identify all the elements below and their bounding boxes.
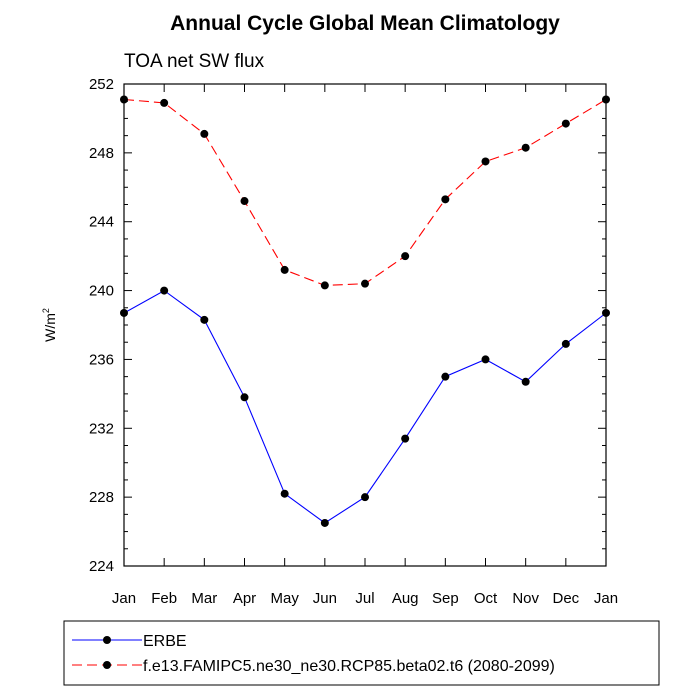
legend-label: f.e13.FAMIPC5.ne30_ne30.RCP85.beta02.t6 … xyxy=(143,658,555,675)
x-tick-label: Jul xyxy=(355,590,374,607)
x-tick-label: Apr xyxy=(233,590,256,607)
data-point xyxy=(521,377,530,386)
series-line xyxy=(123,289,607,524)
legend-marker xyxy=(103,636,111,644)
svg-text:W/m2: W/m2 xyxy=(41,308,58,342)
y-tick-label: 236 xyxy=(89,351,114,368)
series-model xyxy=(120,95,610,290)
data-point xyxy=(481,157,490,166)
chart-title: Annual Cycle Global Mean Climatology xyxy=(170,12,560,35)
data-point xyxy=(280,489,289,498)
data-point xyxy=(401,252,410,261)
chart-subtitle: TOA net SW flux xyxy=(124,51,265,72)
x-tick-label: Jan xyxy=(112,590,136,607)
y-axis-label: W/m2 xyxy=(41,308,58,342)
data-point xyxy=(240,393,249,402)
x-tick-label: Aug xyxy=(392,590,419,607)
x-tick-label: May xyxy=(270,590,299,607)
data-point xyxy=(320,281,329,290)
data-point xyxy=(200,315,209,324)
x-tick-label: Nov xyxy=(512,590,539,607)
legend: ERBE f.e13.FAMIPC5.ne30_ne30.RCP85.beta02… xyxy=(63,620,660,686)
y-tick-label: 244 xyxy=(89,214,114,231)
y-axis-label-text: W/m xyxy=(42,313,58,342)
data-point xyxy=(361,279,369,288)
series-erbe xyxy=(120,286,610,527)
data-point xyxy=(200,129,209,138)
y-axis-label-superscript: 2 xyxy=(41,308,51,313)
x-tick-label: Jun xyxy=(313,590,337,607)
y-tick-label: 228 xyxy=(89,489,114,506)
x-tick-label: Sep xyxy=(432,590,459,607)
x-tick-label: Oct xyxy=(474,590,498,607)
legend-box xyxy=(63,620,660,686)
y-tick-label: 232 xyxy=(89,420,114,437)
data-point xyxy=(441,195,450,204)
data-point xyxy=(320,518,329,527)
plot-frame xyxy=(123,83,607,567)
legend-marker xyxy=(103,661,111,669)
data-point xyxy=(481,355,490,364)
data-point xyxy=(561,339,570,348)
x-tick-label: Feb xyxy=(151,590,177,607)
y-tick-label: 248 xyxy=(89,145,114,162)
x-tick-label: Dec xyxy=(552,590,579,607)
data-point xyxy=(240,197,249,206)
x-tick-label: Mar xyxy=(191,590,217,607)
series-layer xyxy=(120,95,610,527)
data-point xyxy=(441,372,450,381)
data-point xyxy=(401,434,410,443)
data-point xyxy=(280,265,289,274)
data-point xyxy=(521,143,530,152)
x-tick-label: Jan xyxy=(594,590,618,607)
data-point xyxy=(160,98,169,107)
series-line xyxy=(123,98,607,286)
data-point xyxy=(561,119,570,128)
y-tick-label: 224 xyxy=(89,558,114,575)
tick-labels: 224 228 232 236 240 244 248 252 Jan Feb Mar Apr May J… xyxy=(89,76,618,607)
y-tick-label: 240 xyxy=(89,283,114,300)
data-point xyxy=(361,493,369,502)
legend-label: ERBE xyxy=(143,633,187,650)
y-tick-label: 252 xyxy=(89,76,114,93)
data-point xyxy=(160,286,169,295)
